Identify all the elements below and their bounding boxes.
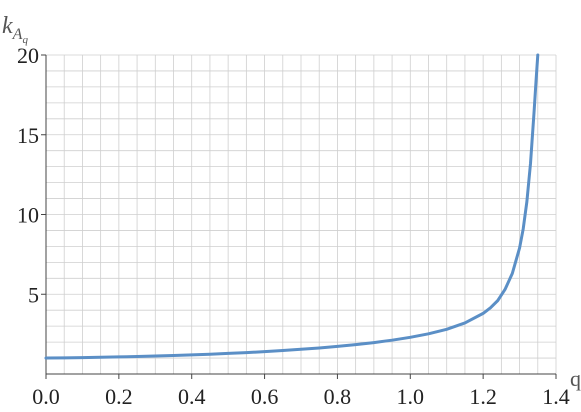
y-tick-label: 10 <box>17 203 39 228</box>
x-tick-label: 0.2 <box>105 384 133 409</box>
series-line <box>44 53 540 360</box>
y-axis-label-subsub: q <box>22 34 28 46</box>
y-axis-label-main: k <box>2 13 13 39</box>
x-tick-label: 1.4 <box>542 384 570 409</box>
x-tick-label: 0.0 <box>32 384 60 409</box>
y-axis-label-sub: A <box>12 26 23 43</box>
tick-labels: 0.0 0.2 0.4 0.6 0.8 1.0 1.2 1.4 5 10 15 20 <box>17 43 570 409</box>
y-tick-label: 5 <box>28 282 39 307</box>
x-tick-label: 1.2 <box>469 384 497 409</box>
y-tick-label: 15 <box>17 123 39 148</box>
series-layer <box>44 53 540 360</box>
axes <box>41 54 557 379</box>
y-axis-label: kAq <box>2 13 28 46</box>
grid <box>45 54 557 375</box>
x-axis-label: q <box>570 366 581 391</box>
x-tick-label: 0.6 <box>251 384 279 409</box>
y-tick-label: 20 <box>17 43 39 68</box>
x-tick-label: 1.0 <box>397 384 425 409</box>
x-tick-label: 0.8 <box>324 384 352 409</box>
x-tick-label: 0.4 <box>178 384 206 409</box>
